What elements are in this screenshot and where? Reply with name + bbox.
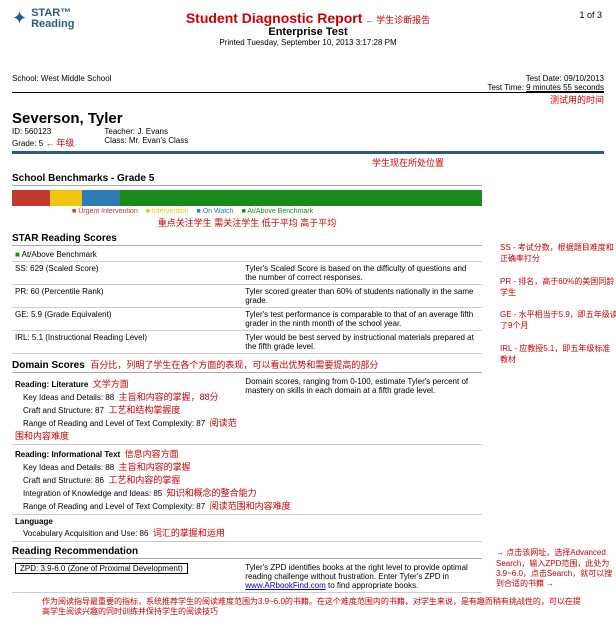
benchmark-annotation: 重点关注学生 需关注学生 低于平均 高于平均	[12, 216, 482, 229]
info-head-annot: 信息内容方面	[125, 449, 179, 459]
info-key-annot: 主旨和内容的掌握	[119, 462, 191, 472]
test-time-label: Test Time:	[487, 83, 523, 92]
lit-craft-annot: 工艺和结构掌握度	[108, 405, 180, 415]
school-name: West Middle School	[41, 74, 112, 83]
grade-label: Grade:	[12, 139, 36, 148]
lit-key: Key Ideas and Details: 88	[23, 393, 114, 402]
bar-above	[120, 190, 482, 206]
info-integ-annot: 知识和概念的整合能力	[167, 488, 257, 498]
pr-desc: Tyler scored greater than 60% of student…	[242, 285, 482, 308]
page-number: 1 of 3	[579, 10, 602, 20]
test-time: 9 minutes 55 seconds	[526, 83, 604, 92]
ss-note: SS - 考试分数，根据题目难度和正确率打分	[500, 242, 616, 264]
lang-head: Language	[15, 517, 53, 526]
benchmark-bar	[12, 190, 482, 206]
lang-vocab: Vocabulary Acquisition and Use: 86	[23, 529, 148, 538]
school-label: School:	[12, 74, 39, 83]
title-annotation: 学生诊断报告	[365, 15, 430, 25]
irl-desc: Tyler would be best served by instructio…	[242, 331, 482, 354]
legend-urgent: Urgent Intervention	[72, 208, 138, 215]
footer-annotation: 作为阅读指导最重要的指标，系统推荐学生的阅读难度范围为3.9~6.0的书籍。在这…	[12, 597, 604, 618]
square-icon: ■	[15, 250, 20, 259]
report-subtitle: Enterprise Test	[0, 26, 616, 38]
lit-craft: Craft and Structure: 87	[23, 406, 104, 415]
report-header: Student Diagnostic Report 学生诊断报告 Enterpr…	[0, 10, 616, 47]
ge-desc: Tyler's test performance is comparable t…	[242, 308, 482, 331]
info-range: Range of Reading and Level of Text Compl…	[23, 502, 205, 511]
rec-title: Reading Recommendation	[12, 546, 482, 559]
rec-table: ZPD: 3.9-6.0 (Zone of Proximal Developme…	[12, 561, 482, 593]
report-page: ✦ STAR™ Reading Student Diagnostic Repor…	[0, 0, 616, 626]
lang-vocab-annot: 词汇的掌握和运用	[153, 528, 225, 538]
test-date: 09/10/2013	[564, 74, 604, 83]
domain-title: Domain Scores	[12, 360, 85, 371]
info-integ: Integration of Knowledge and Ideas: 85	[23, 489, 162, 498]
lit-range: Range of Reading and Level of Text Compl…	[23, 419, 205, 428]
legend-above: At/Above Benchmark	[242, 208, 314, 215]
benchmark-title: School Benchmarks - Grade 5	[12, 173, 482, 186]
student-name: Severson, Tyler	[12, 110, 604, 127]
domain-title-annotation: 百分比，列明了学生在各个方面的表现，可以看出优势和需要提高的部分	[90, 360, 378, 370]
irl-label: IRL: 5.1 (Instructional Reading Level)	[12, 331, 242, 354]
zpd-side-note: → 点击该网址，选择Advanced Search，输入ZPD范围，此处为3.9…	[496, 548, 616, 590]
scores-table: ■ At/Above Benchmark SS: 629 (Scaled Sco…	[12, 248, 482, 354]
class-name: Mr. Evan's Class	[129, 136, 188, 145]
teacher-label: Teacher:	[104, 127, 135, 136]
student-grade: 5	[39, 139, 43, 148]
side-notes: SS - 考试分数，根据题目难度和正确率打分 PR - 排名，高于60%的美国同…	[500, 242, 616, 365]
legend-intervention: Intervention	[146, 208, 189, 215]
benchmark-legend: Urgent Intervention Intervention On Watc…	[72, 208, 482, 215]
bar-urgent	[12, 190, 50, 206]
teacher-name: J. Evans	[137, 127, 168, 136]
student-block: Severson, Tyler ID: 560123 Grade: 5 年级 T…	[12, 110, 604, 154]
test-date-label: Test Date:	[526, 74, 562, 83]
domain-desc: Domain scores, ranging from 0-100, estim…	[242, 375, 482, 445]
pr-note: PR - 排名，高于60%的美国同龄学生	[500, 276, 616, 298]
scores-above-label: At/Above Benchmark	[22, 250, 97, 259]
lit-head-annot: 文学方面	[93, 379, 129, 389]
info-head: Reading: Informational Text	[15, 450, 120, 459]
info-key: Key Ideas and Details: 88	[23, 463, 114, 472]
lit-head: Reading: Literature	[15, 380, 88, 389]
ss-desc: Tyler's Scaled Score is based on the dif…	[242, 262, 482, 285]
id-label: ID:	[12, 127, 22, 136]
arbookfind-link[interactable]: www.ARbookFind.com	[245, 581, 325, 590]
school-row: School: West Middle School Test Date: 09…	[12, 74, 604, 93]
zpd-desc: Tyler's ZPD identifies books at the righ…	[242, 561, 482, 593]
printed-date: Printed Tuesday, September 10, 2013 3:17…	[0, 38, 616, 47]
ge-note: GE - 水平相当于5.9，即五年级读了9个月	[500, 309, 616, 331]
domain-table: Reading: Literature 文学方面 Key Ideas and D…	[12, 375, 482, 542]
info-range-annot: 阅读范围和内容难度	[210, 501, 291, 511]
student-position-annotation: 学生现在所处位置	[212, 156, 604, 169]
info-craft: Craft and Structure: 86	[23, 476, 104, 485]
report-title: Student Diagnostic Report	[186, 10, 363, 26]
ss-label: SS: 629 (Scaled Score)	[12, 262, 242, 285]
info-craft-annot: 工艺和内容的掌握	[108, 475, 180, 485]
scores-title: STAR Reading Scores	[12, 233, 482, 246]
irl-note: IRL - 应教授5.1，即五年级标准教材	[500, 343, 616, 365]
zpd-value: ZPD: 3.9-6.0 (Zone of Proximal Developme…	[15, 563, 188, 574]
student-id: 560123	[24, 127, 51, 136]
bar-onwatch	[82, 190, 120, 206]
bar-intervention	[50, 190, 83, 206]
class-label: Class:	[104, 136, 126, 145]
legend-onwatch: On Watch	[197, 208, 234, 215]
lit-key-annot: 主旨和内容的掌握，88分	[119, 392, 219, 402]
test-time-annotation: 测试用的时间	[550, 95, 604, 105]
pr-label: PR: 60 (Percentile Rank)	[12, 285, 242, 308]
grade-annotation: 年级	[45, 138, 74, 148]
ge-label: GE: 5.9 (Grade Equivalent)	[12, 308, 242, 331]
